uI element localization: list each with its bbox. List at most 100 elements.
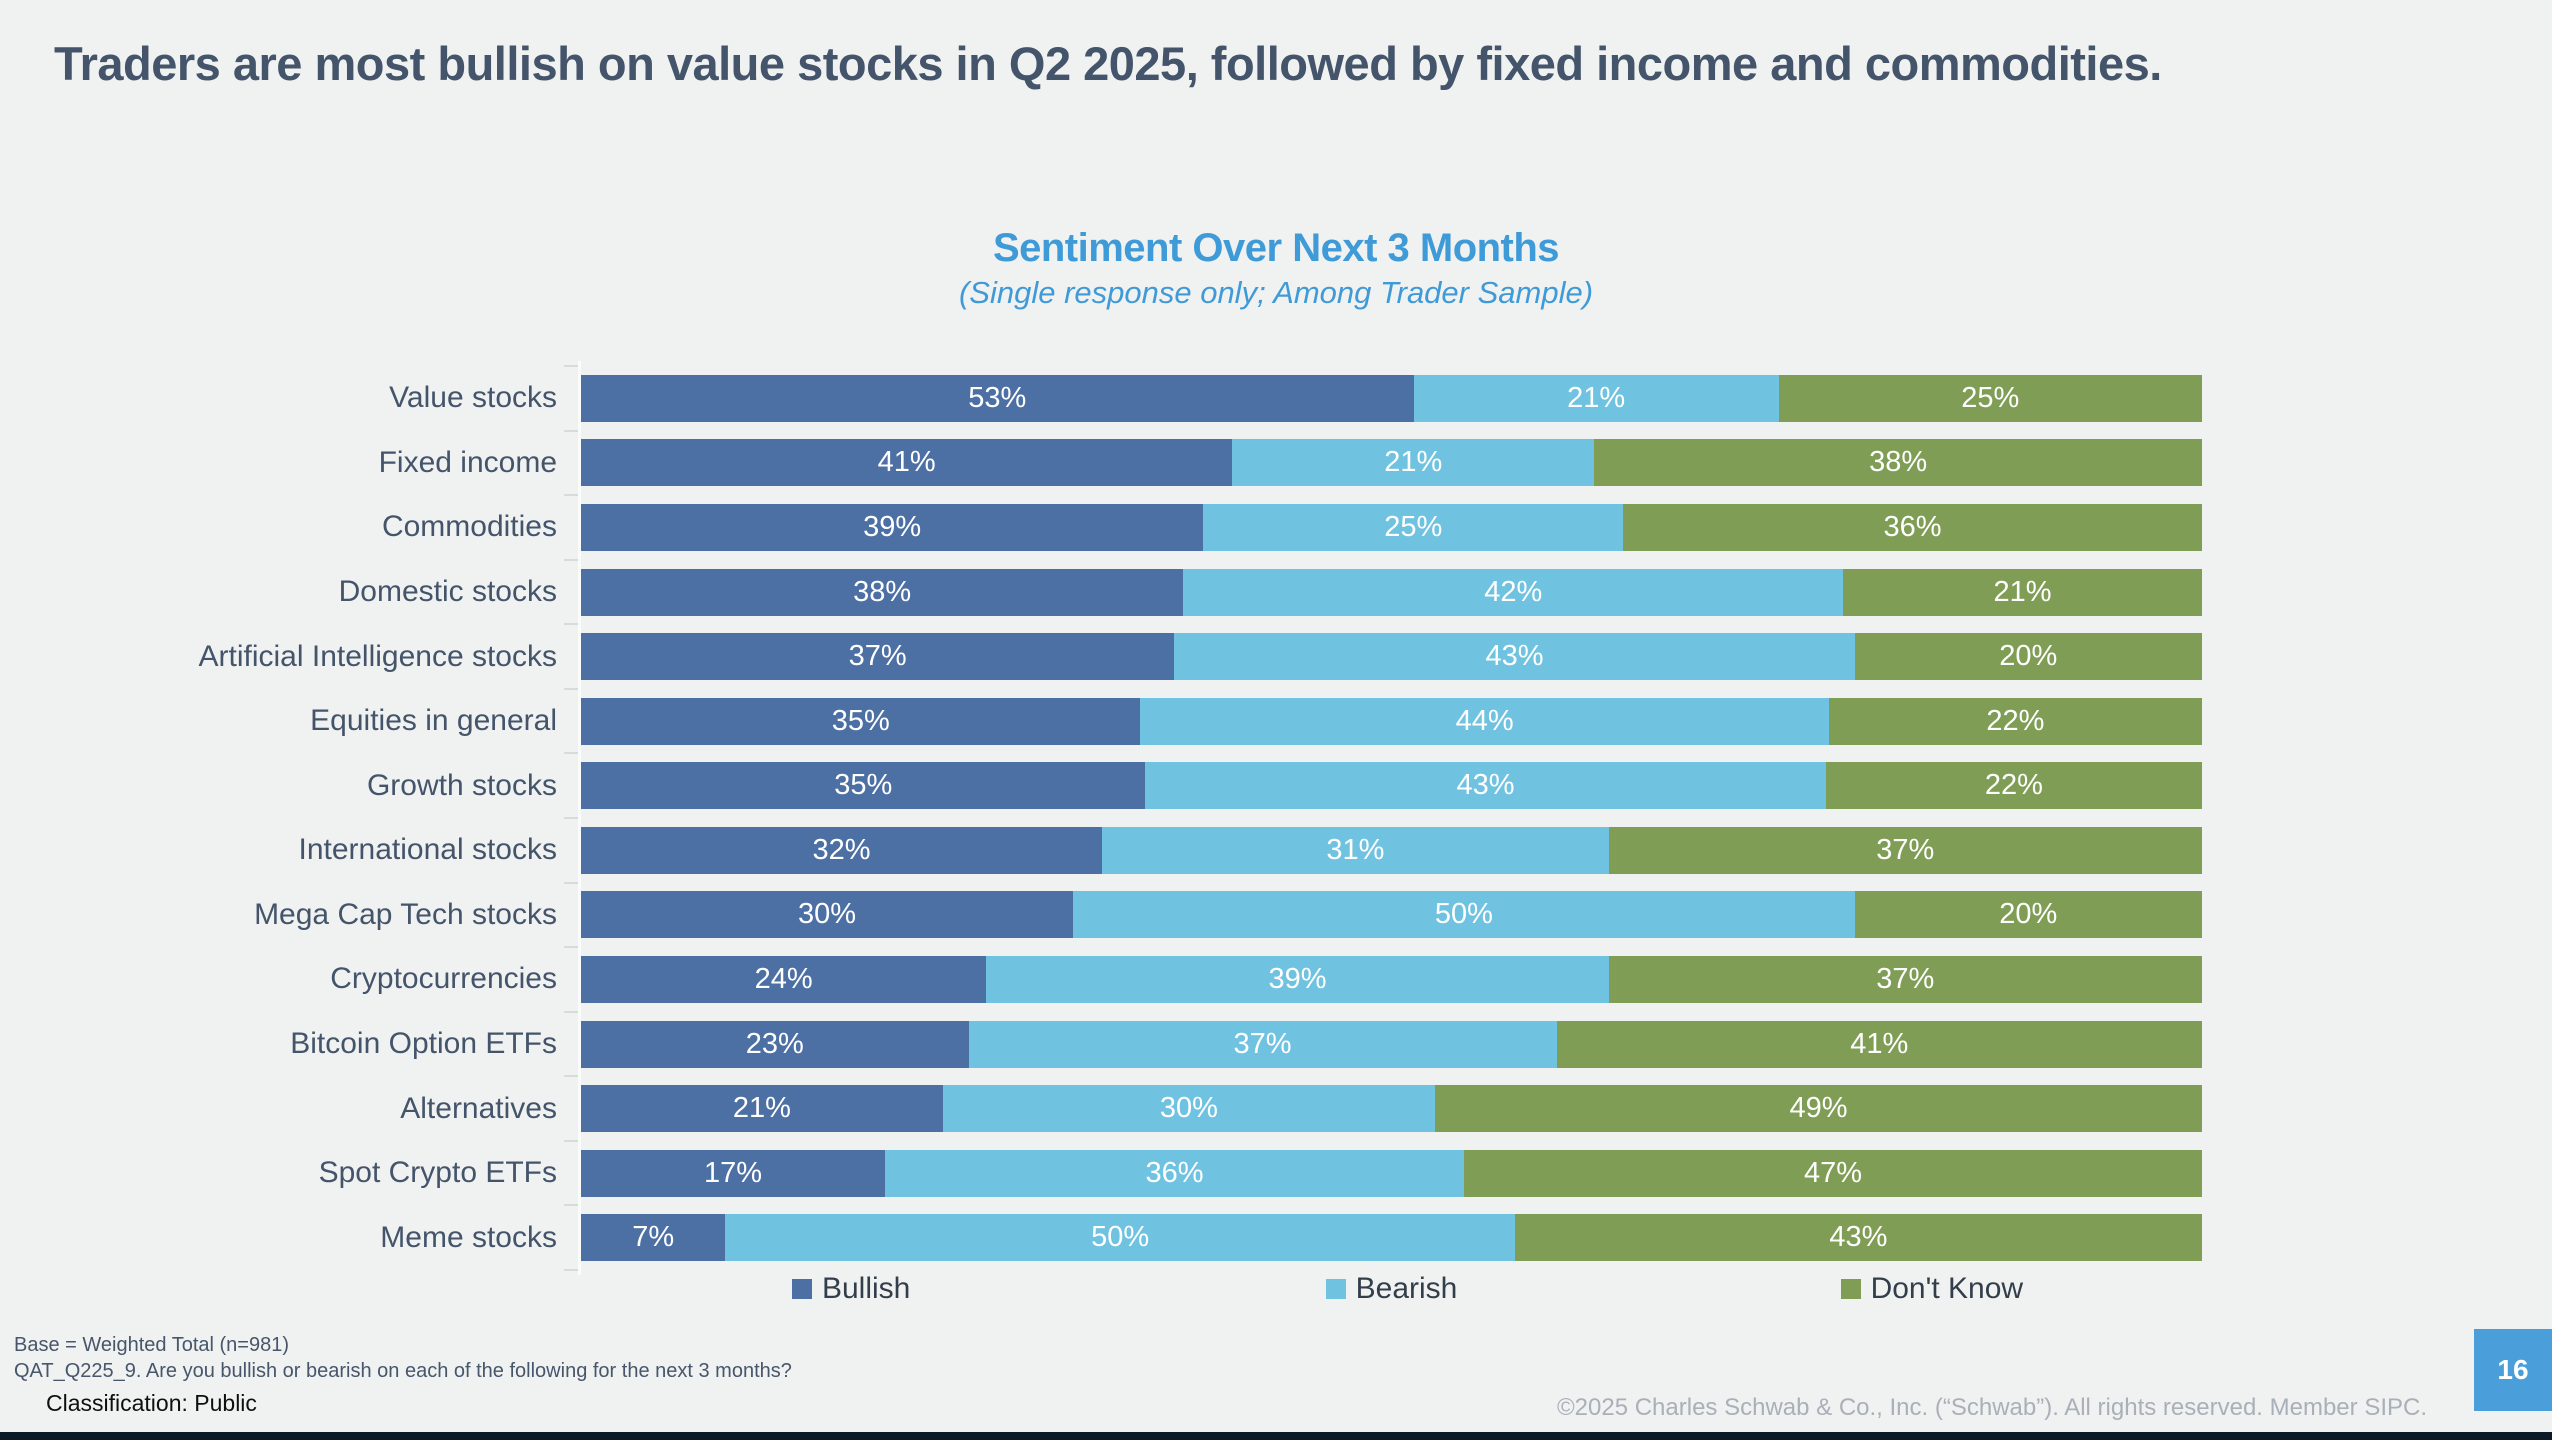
legend-label: Bullish xyxy=(821,1272,911,1305)
bar-segment-don-t-know: 25% xyxy=(1778,374,2202,422)
bar-segment-bearish: 21% xyxy=(1413,374,1779,422)
bar-value-label: 22% xyxy=(1986,704,2045,737)
bar-segment-don-t-know: 47% xyxy=(1463,1149,2203,1197)
bar-value-label: 30% xyxy=(1159,1092,1218,1125)
stacked-bar: 23% 37% 41% xyxy=(581,1020,2202,1068)
chart-row: Growth stocks 35% 43% 22% xyxy=(0,753,2203,818)
chart-header: Sentiment Over Next 3 Months (Single res… xyxy=(0,226,2552,311)
bar-value-label: 25% xyxy=(1384,510,1443,543)
bar-segment-bearish: 21% xyxy=(1232,439,1595,487)
legend-swatch xyxy=(1840,1279,1861,1299)
category-label: Domestic stocks xyxy=(338,575,557,609)
chart-row: Mega Cap Tech stocks 30% 50% 20% xyxy=(0,883,2203,948)
axis-tick xyxy=(564,881,578,884)
page-title: Traders are most bullish on value stocks… xyxy=(54,37,2162,90)
bar-value-label: 21% xyxy=(1567,381,1626,414)
legend-item: Bearish xyxy=(1121,1272,1661,1306)
bar-value-label: 35% xyxy=(834,769,893,802)
bar-segment-bullish: 21% xyxy=(581,1085,943,1133)
bar-value-label: 21% xyxy=(1993,575,2052,608)
bar-segment-don-t-know: 20% xyxy=(1854,891,2203,939)
chart-row: Bitcoin Option ETFs 23% 37% 41% xyxy=(0,1012,2202,1077)
stacked-bar: 24% 39% 37% xyxy=(581,955,2203,1003)
bar-segment-don-t-know: 22% xyxy=(1825,762,2203,810)
bar-value-label: 39% xyxy=(1268,962,1327,995)
chart-row: Cryptocurrencies 24% 39% 37% xyxy=(0,947,2203,1012)
bar-value-label: 37% xyxy=(1233,1027,1292,1060)
bar-segment-bullish: 24% xyxy=(581,955,987,1003)
bar-segment-bearish: 43% xyxy=(1145,762,1826,810)
bar-value-label: 7% xyxy=(632,1221,675,1254)
chart-row: Artificial Intelligence stocks 37% 43% 20% xyxy=(0,624,2203,689)
chart-row: Alternatives 21% 30% 49% xyxy=(0,1076,2203,1141)
bar-value-label: 50% xyxy=(1434,898,1493,931)
stacked-bar: 17% 36% 47% xyxy=(581,1149,2203,1197)
bar-segment-bearish: 36% xyxy=(885,1149,1464,1197)
bar-segment-don-t-know: 36% xyxy=(1623,503,2203,551)
bar-segment-bearish: 31% xyxy=(1102,826,1609,874)
bar-value-label: 23% xyxy=(745,1027,804,1060)
axis-tick xyxy=(564,1075,578,1078)
chart-row: Equities in general 35% 44% 22% xyxy=(0,689,2202,754)
copyright-text: ©2025 Charles Schwab & Co., Inc. (“Schwa… xyxy=(1556,1394,2427,1421)
classification-label: Classification: Public xyxy=(46,1390,257,1416)
bottom-accent-bar xyxy=(0,1432,2552,1440)
bar-value-label: 35% xyxy=(831,704,890,737)
chart-row: Spot Crypto ETFs 17% 36% 47% xyxy=(0,1141,2203,1206)
bar-segment-bullish: 32% xyxy=(581,826,1103,874)
bar-value-label: 24% xyxy=(754,962,813,995)
bar-value-label: 38% xyxy=(1869,446,1928,479)
bar-value-label: 53% xyxy=(968,381,1027,414)
axis-tick xyxy=(564,1010,578,1013)
bar-value-label: 41% xyxy=(877,446,936,479)
category-label: Fixed income xyxy=(378,445,557,479)
bar-segment-bearish: 43% xyxy=(1174,633,1855,681)
question-note: QAT_Q225_9. Are you bullish or bearish o… xyxy=(14,1360,792,1382)
stacked-bar: 32% 31% 37% xyxy=(581,826,2203,874)
axis-tick xyxy=(564,687,578,690)
chart-title: Sentiment Over Next 3 Months xyxy=(992,226,1560,270)
bar-value-label: 22% xyxy=(1984,769,2043,802)
axis-tick xyxy=(564,494,578,497)
plot-area: Value stocks 53% 21% 25% Fixed income 41% 21% 3… xyxy=(0,361,2203,1275)
stacked-bar: 41% 21% 38% xyxy=(581,439,2203,487)
bar-segment-don-t-know: 22% xyxy=(1828,697,2202,745)
axis-tick xyxy=(564,1139,578,1142)
bar-segment-don-t-know: 43% xyxy=(1514,1214,2202,1262)
bar-segment-don-t-know: 37% xyxy=(1608,826,2203,874)
bar-value-label: 41% xyxy=(1850,1027,1909,1060)
chart-row: International stocks 32% 31% 37% xyxy=(0,818,2203,883)
bar-value-label: 25% xyxy=(1961,381,2020,414)
bar-value-label: 21% xyxy=(1384,446,1443,479)
page-number-badge: 16 xyxy=(2474,1329,2552,1411)
base-note: Base = Weighted Total (n=981) xyxy=(14,1334,289,1356)
bar-segment-bearish: 39% xyxy=(986,955,1609,1003)
legend-label: Bearish xyxy=(1355,1272,1458,1305)
bar-segment-bullish: 39% xyxy=(581,503,1204,551)
y-axis-line xyxy=(578,361,581,1275)
bar-value-label: 37% xyxy=(1876,833,1935,866)
legend-label: Don't Know xyxy=(1870,1272,2024,1305)
bar-segment-bullish: 23% xyxy=(581,1020,969,1068)
bar-segment-bullish: 53% xyxy=(581,374,1414,422)
bar-value-label: 37% xyxy=(848,640,907,673)
legend-item: Don't Know xyxy=(1662,1272,2202,1306)
chart-row: Value stocks 53% 21% 25% xyxy=(0,366,2202,431)
bar-segment-don-t-know: 41% xyxy=(1556,1020,2202,1068)
category-label: Alternatives xyxy=(400,1091,557,1125)
bar-segment-bullish: 38% xyxy=(581,568,1184,616)
legend-item: Bullish xyxy=(581,1272,1121,1306)
bar-segment-bearish: 50% xyxy=(1073,891,1855,939)
stacked-bar: 21% 30% 49% xyxy=(581,1085,2203,1133)
bar-segment-bearish: 37% xyxy=(968,1020,1557,1068)
bar-value-label: 43% xyxy=(1456,769,1515,802)
stacked-bar: 35% 43% 22% xyxy=(581,762,2203,810)
category-label: Equities in general xyxy=(310,704,557,738)
axis-tick xyxy=(564,1204,578,1207)
axis-tick xyxy=(564,623,578,626)
bar-value-label: 37% xyxy=(1876,962,1935,995)
bar-segment-bullish: 7% xyxy=(581,1214,726,1262)
bar-value-label: 36% xyxy=(1145,1156,1204,1189)
chart-row: Commodities 39% 25% 36% xyxy=(0,495,2203,560)
bar-value-label: 32% xyxy=(812,833,871,866)
